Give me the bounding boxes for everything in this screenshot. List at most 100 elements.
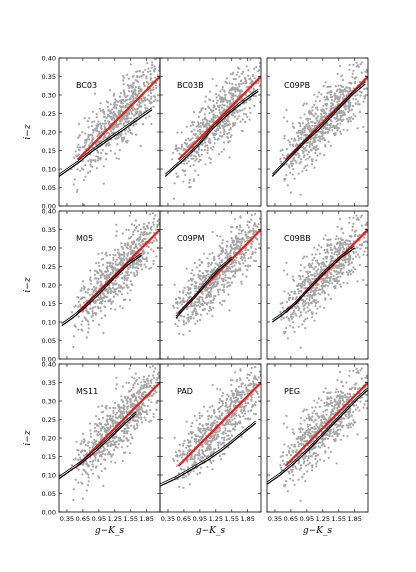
- scatter-point: [336, 129, 339, 132]
- scatter-point: [114, 461, 117, 464]
- scatter-point: [148, 99, 151, 102]
- scatter-point: [288, 294, 291, 297]
- y-tick-label: 0.05: [42, 490, 56, 498]
- scatter-point: [242, 82, 245, 85]
- scatter-point: [337, 271, 340, 275]
- scatter-point: [229, 128, 232, 131]
- scatter-point: [222, 278, 225, 281]
- scatter-point: [119, 105, 122, 108]
- panel-m05: M050.000.050.100.150.200.250.300.350.40i…: [23, 207, 161, 363]
- scatter-point: [326, 122, 329, 125]
- scatter-point: [339, 122, 342, 125]
- scatter-point: [83, 288, 86, 291]
- scatter-point: [110, 307, 113, 310]
- scatter-point: [244, 78, 247, 81]
- scatter-point: [97, 277, 100, 281]
- scatter-point: [123, 118, 126, 121]
- scatter-point: [85, 318, 88, 321]
- scatter-point: [349, 240, 352, 243]
- scatter-point: [124, 271, 127, 274]
- scatter-point: [338, 218, 341, 221]
- scatter-point: [208, 294, 211, 298]
- scatter-point: [126, 271, 129, 275]
- scatter-point: [206, 257, 209, 260]
- scatter-point: [145, 256, 148, 259]
- scatter-point: [191, 137, 194, 140]
- scatter-point: [97, 296, 100, 299]
- scatter-point: [310, 120, 313, 124]
- scatter-point: [198, 264, 201, 267]
- scatter-point: [132, 230, 135, 233]
- scatter-point: [299, 158, 302, 161]
- scatter-point: [108, 143, 111, 146]
- scatter-point: [313, 256, 316, 259]
- scatter-point: [315, 259, 318, 262]
- scatter-point: [195, 137, 198, 140]
- scatter-point: [297, 172, 300, 175]
- scatter-point: [317, 292, 320, 295]
- scatter-point: [293, 330, 296, 333]
- scatter-point: [317, 135, 320, 138]
- scatter-point: [92, 131, 95, 134]
- scatter-point: [129, 131, 132, 134]
- scatter-point: [240, 255, 243, 258]
- scatter-point: [311, 297, 314, 300]
- scatter-point: [105, 275, 108, 278]
- scatter-point: [91, 472, 95, 475]
- scatter-point: [305, 144, 308, 147]
- scatter-point: [238, 262, 241, 265]
- scatter-point: [119, 410, 122, 413]
- scatter-point: [145, 77, 148, 80]
- scatter-point: [155, 381, 158, 384]
- scatter-point: [313, 272, 316, 275]
- scatter-point: [333, 279, 336, 283]
- scatter-point: [95, 423, 98, 426]
- scatter-point: [230, 249, 233, 252]
- scatter-point: [214, 262, 217, 265]
- scatter-point: [135, 113, 138, 116]
- scatter-point: [140, 406, 143, 409]
- scatter-point: [238, 238, 241, 241]
- scatter-point: [229, 270, 233, 273]
- scatter-point: [343, 241, 346, 244]
- scatter-point: [126, 426, 129, 429]
- scatter-point: [142, 73, 145, 76]
- scatter-point: [344, 199, 346, 201]
- scatter-point: [149, 362, 151, 364]
- scatter-point: [310, 148, 313, 151]
- scatter-point: [88, 293, 91, 296]
- scatter-point: [242, 112, 245, 115]
- y-tick-label: 0.30: [42, 397, 56, 405]
- scatter-point: [109, 112, 112, 115]
- scatter-point: [173, 182, 176, 185]
- scatter-point: [356, 100, 359, 103]
- scatter-point: [113, 152, 116, 155]
- scatter-point: [303, 125, 306, 128]
- scatter-point: [129, 433, 132, 436]
- scatter-point: [311, 137, 314, 140]
- scatter-point: [94, 300, 97, 303]
- scatter-point: [174, 322, 177, 326]
- scatter-point: [347, 104, 350, 107]
- scatter-point: [96, 150, 99, 154]
- scatter-point: [117, 123, 120, 127]
- scatter-point: [107, 122, 110, 125]
- scatter-point: [126, 424, 129, 428]
- scatter-point: [225, 82, 229, 85]
- scatter-point: [127, 252, 130, 255]
- scatter-point: [314, 121, 317, 124]
- scatter-point: [309, 111, 312, 114]
- scatter-point: [214, 294, 217, 297]
- scatter-point: [252, 232, 255, 235]
- scatter-point: [152, 250, 155, 253]
- scatter-point: [95, 149, 98, 152]
- scatter-point: [206, 273, 210, 276]
- scatter-point: [309, 264, 312, 267]
- scatter-point: [189, 165, 192, 168]
- scatter-point: [288, 298, 291, 301]
- scatter-point: [348, 221, 351, 224]
- scatter-point: [304, 134, 307, 137]
- scatter-point: [344, 90, 347, 93]
- model-track: [271, 247, 356, 323]
- scatter-point: [127, 267, 130, 270]
